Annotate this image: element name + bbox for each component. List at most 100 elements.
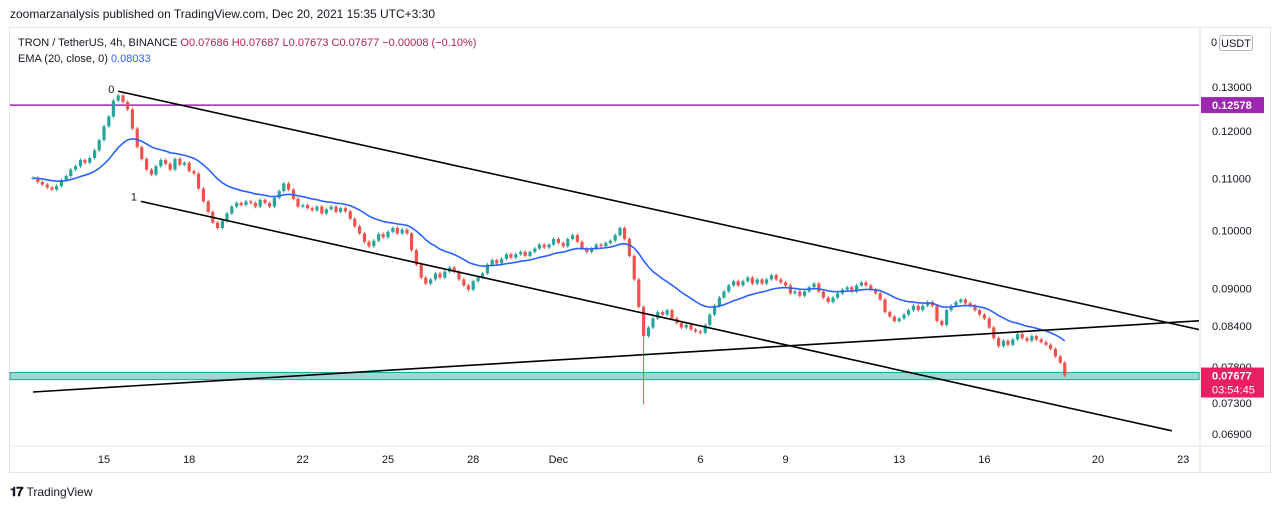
candle [267, 202, 272, 207]
candle [878, 293, 882, 300]
candle [514, 254, 518, 258]
candle [438, 273, 442, 278]
candle [902, 314, 906, 319]
candle [665, 310, 669, 315]
candle [831, 297, 835, 303]
candle [727, 285, 731, 292]
candle [272, 197, 276, 207]
candle [741, 281, 745, 286]
candle [249, 201, 253, 203]
currency-button[interactable]: USDT [1219, 35, 1253, 51]
brand-text: TradingView [26, 485, 93, 499]
candle [977, 310, 982, 315]
price-tick-label: 0.10000 [1212, 226, 1252, 238]
candle [154, 166, 158, 175]
candle [504, 254, 509, 259]
last-price-badge [1201, 367, 1264, 398]
candle [698, 331, 702, 333]
candle [646, 327, 651, 337]
chart-legend: TRON / TetherUS, 4h, BINANCE O0.07686 H0… [18, 35, 476, 67]
candle [140, 147, 144, 159]
candle [954, 302, 958, 306]
candle [78, 159, 83, 167]
candle [722, 291, 726, 298]
tradingview-logo-icon: 𝟏𝟕 [10, 484, 24, 499]
candle [429, 279, 433, 284]
candle [88, 157, 92, 163]
candle [296, 198, 300, 207]
time-tick-label: 16 [978, 454, 990, 466]
candle [637, 279, 641, 308]
candle [897, 318, 901, 322]
candle [424, 277, 428, 284]
candle [817, 283, 821, 292]
candle [1039, 339, 1043, 343]
candle [159, 159, 163, 167]
candle [874, 289, 878, 294]
symbol-label[interactable]: TRON / TetherUS, 4h, BINANCE [18, 37, 178, 49]
candle [888, 312, 892, 317]
candle [135, 128, 139, 148]
candle [372, 240, 376, 247]
candle [315, 206, 319, 211]
candle [859, 282, 864, 286]
candle [282, 183, 286, 192]
candle [528, 251, 532, 256]
candle [835, 293, 840, 298]
candle [320, 206, 324, 214]
candle [1048, 344, 1053, 349]
time-tick-label: 25 [382, 454, 394, 466]
candle [1006, 340, 1010, 345]
candle [244, 201, 248, 206]
channel-lower-line [140, 200, 1173, 432]
candle [1063, 362, 1067, 376]
candle [755, 279, 759, 284]
time-tick-label: 6 [697, 454, 703, 466]
candle [547, 244, 551, 248]
candle [556, 239, 560, 243]
candle [471, 281, 475, 290]
candle [391, 227, 395, 232]
publisher-caption: zoomarzanalysis published on TradingView… [10, 7, 436, 21]
candle [519, 251, 523, 255]
candle [793, 291, 797, 294]
candle [774, 275, 778, 280]
candle [693, 329, 698, 332]
candle [466, 285, 470, 290]
candle [533, 248, 537, 252]
candle [54, 186, 59, 190]
countdown-label: 03:54:45 [1212, 385, 1255, 397]
candle [764, 279, 769, 284]
ema-label[interactable]: EMA (20, close, 0) [18, 53, 108, 65]
candle [940, 321, 944, 325]
candle [594, 244, 598, 249]
candle [263, 199, 267, 203]
tradingview-brand[interactable]: 𝟏𝟕 TradingView [10, 484, 93, 500]
candle [982, 314, 986, 319]
candle [334, 206, 338, 212]
candle [1001, 340, 1006, 347]
rising-trendline [32, 319, 1199, 393]
candle [206, 201, 210, 212]
candle [779, 279, 783, 283]
resistance-price-badge [1201, 97, 1264, 114]
candle [561, 242, 565, 247]
candle [973, 305, 977, 311]
candle [102, 126, 106, 141]
candle [826, 297, 830, 303]
candle [187, 162, 191, 172]
candle [362, 233, 367, 242]
candle [821, 291, 825, 298]
candle [949, 305, 953, 311]
candle [608, 240, 612, 243]
price-tick-label: 0.08400 [1212, 321, 1252, 333]
time-tick-label: 28 [467, 454, 479, 466]
time-tick-label: 13 [893, 454, 905, 466]
candle [409, 233, 414, 251]
candle [1030, 336, 1034, 341]
candle [97, 140, 101, 151]
candle [1016, 334, 1020, 340]
candle [59, 180, 63, 187]
candle [125, 101, 130, 110]
